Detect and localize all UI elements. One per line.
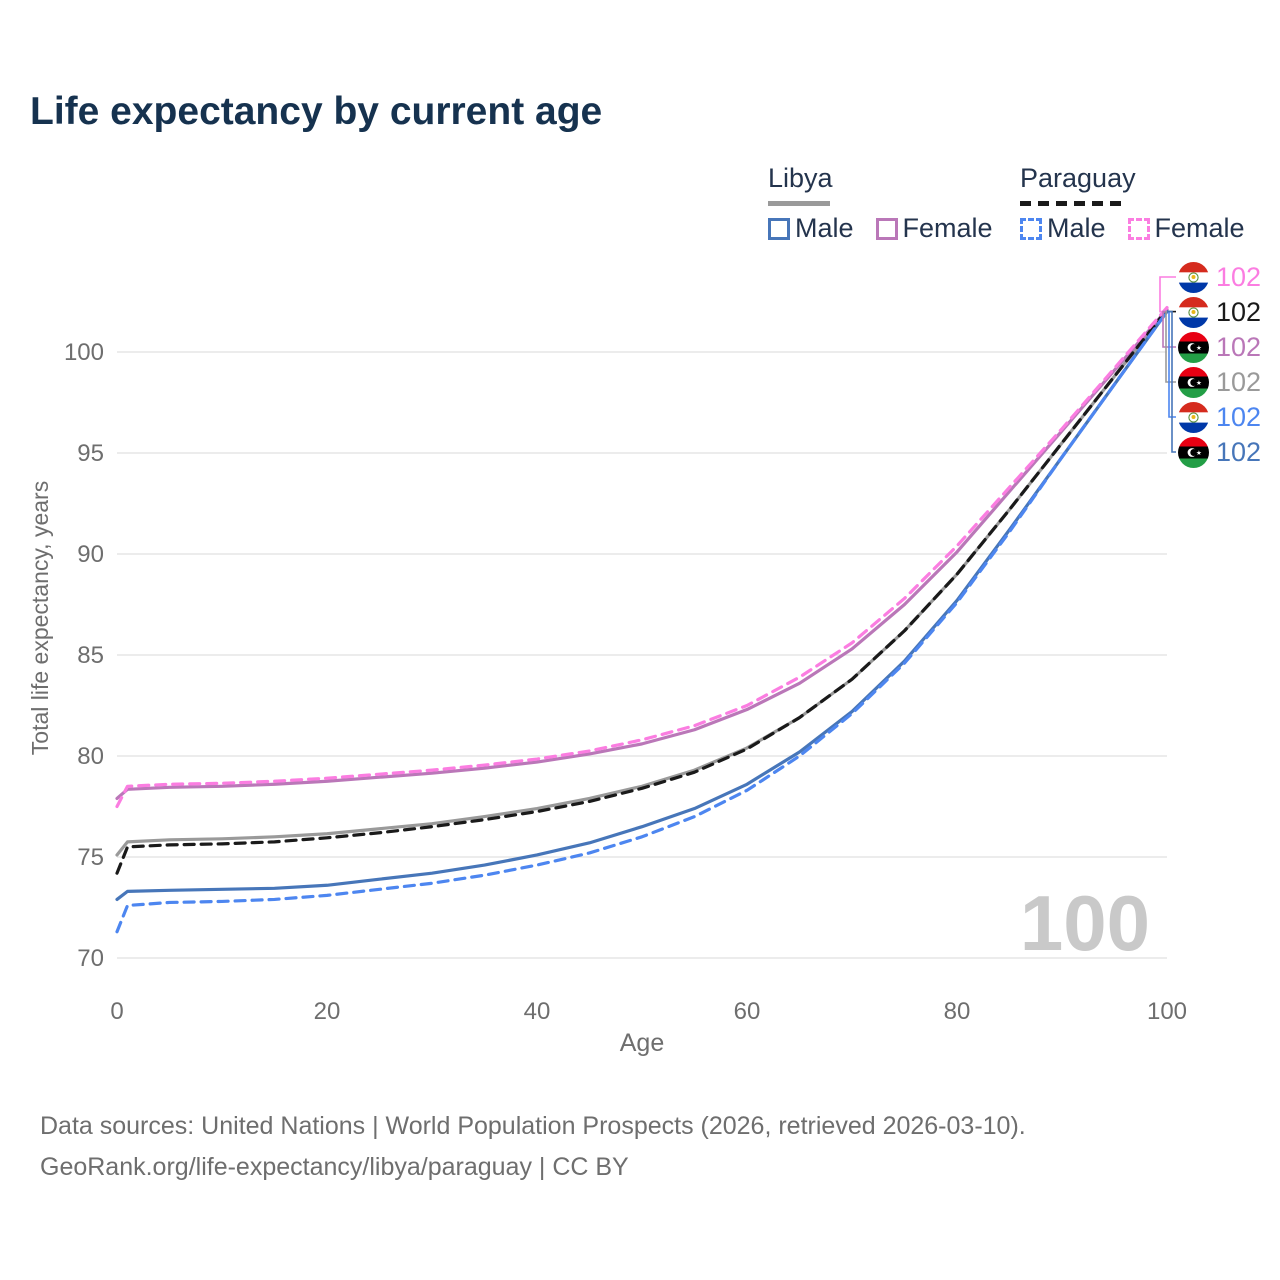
page-title: Life expectancy by current age xyxy=(30,90,603,133)
y-tick-label: 90 xyxy=(77,541,104,568)
y-tick-label: 85 xyxy=(77,642,104,669)
endpoint-connector xyxy=(1165,310,1176,383)
libya-flag-icon: ★ xyxy=(1178,436,1209,468)
series-line-libya-female xyxy=(115,307,1169,801)
paraguay-dashed-line-swatch xyxy=(1020,201,1128,206)
legend-item-paraguay-female[interactable]: Female xyxy=(1127,213,1245,244)
legend-item-label: Female xyxy=(902,213,993,243)
legend-item-libya-female[interactable]: Female xyxy=(875,213,993,244)
endpoint-value: 102 xyxy=(1216,332,1262,362)
x-tick-label: 40 xyxy=(524,998,551,1025)
series-line-paraguay-female xyxy=(115,305,1169,809)
legend-item-label: Female xyxy=(1154,213,1245,243)
paraguay-flag-icon xyxy=(1178,296,1209,328)
paraguay-male-swatch-icon xyxy=(1020,217,1042,240)
legend-item-paraguay-male[interactable]: Male xyxy=(1020,213,1106,244)
series-line-libya-male xyxy=(115,310,1169,902)
legend-item-libya-male[interactable]: Male xyxy=(768,213,854,244)
y-tick-label: 100 xyxy=(64,339,104,366)
x-tick-label: 20 xyxy=(314,998,341,1025)
endpoint-label-libya-female: ★ 102 xyxy=(1178,331,1261,363)
endpoint-value: 102 xyxy=(1216,367,1262,397)
x-tick-label: 80 xyxy=(944,998,971,1025)
chart-footer: Data sources: United Nations | World Pop… xyxy=(40,1106,1026,1188)
x-axis-title: Age xyxy=(620,1029,664,1057)
libya-solid-line-swatch xyxy=(768,201,830,206)
y-tick-label: 75 xyxy=(77,844,104,871)
x-tick-label: 60 xyxy=(734,998,761,1025)
endpoint-value: 102 xyxy=(1216,262,1262,292)
y-tick-label: 95 xyxy=(77,440,104,467)
endpoint-label-libya-total: ★ 102 xyxy=(1178,366,1261,398)
series-line-libya-total xyxy=(115,308,1169,857)
legend-item-label: Male xyxy=(795,213,854,243)
attribution-link-text[interactable]: GeoRank.org/life-expectancy/libya/paragu… xyxy=(40,1153,629,1181)
endpoint-value: 102 xyxy=(1216,402,1262,432)
endpoint-label-libya-male: ★ 102 xyxy=(1178,436,1261,468)
svg-text:★: ★ xyxy=(1196,344,1202,352)
x-tick-label: 100 xyxy=(1147,998,1187,1025)
legend-group-paraguay-label: Paraguay xyxy=(1020,163,1136,193)
legend-row-libya: Male Female xyxy=(768,213,1007,244)
series-line-paraguay-male xyxy=(115,310,1169,934)
paraguay-flag-icon xyxy=(1178,401,1209,433)
libya-flag-icon: ★ xyxy=(1178,331,1209,363)
legend-row-paraguay: Male Female xyxy=(1020,213,1259,244)
legend-group-libya: Libya Male Female xyxy=(768,163,1007,244)
legend-group-libya-label: Libya xyxy=(768,163,833,193)
y-tick-label: 70 xyxy=(77,945,104,972)
libya-male-swatch-icon xyxy=(768,217,790,240)
endpoint-value: 102 xyxy=(1216,297,1262,327)
endpoint-label-paraguay-total: 102 xyxy=(1178,296,1261,328)
svg-text:★: ★ xyxy=(1196,379,1202,387)
libya-female-swatch-icon xyxy=(875,217,898,240)
endpoint-connector xyxy=(1167,310,1176,453)
endpoint-value: 102 xyxy=(1216,437,1262,467)
x-tick-label: 0 xyxy=(110,998,123,1025)
svg-text:★: ★ xyxy=(1196,449,1202,457)
legend-group-paraguay: Paraguay Male Female xyxy=(1020,163,1259,244)
series-line-paraguay-total xyxy=(115,307,1169,875)
paraguay-female-swatch-icon xyxy=(1127,217,1150,240)
paraguay-flag-icon xyxy=(1178,261,1209,293)
endpoint-label-paraguay-male: 102 xyxy=(1178,401,1261,433)
data-sources-text: Data sources: United Nations | World Pop… xyxy=(40,1112,1026,1140)
libya-flag-icon: ★ xyxy=(1178,366,1209,398)
legend-item-label: Male xyxy=(1047,213,1106,243)
y-tick-label: 80 xyxy=(77,743,104,770)
y-axis-title: Total life expectancy, years xyxy=(27,481,53,755)
age-watermark: 100 xyxy=(1020,879,1150,967)
endpoint-label-paraguay-female: 102 xyxy=(1178,261,1261,293)
